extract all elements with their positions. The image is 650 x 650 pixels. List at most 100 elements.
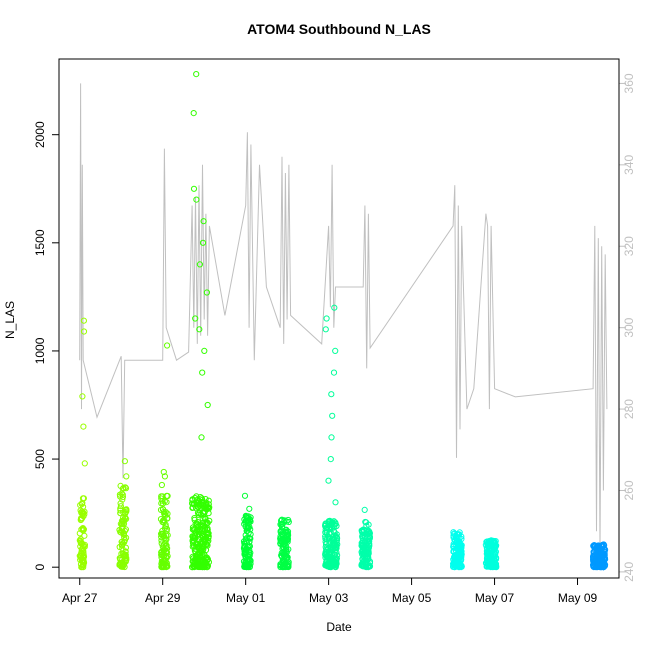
data-point <box>199 239 207 246</box>
data-point <box>245 555 252 563</box>
data-point <box>193 71 200 78</box>
data-point <box>199 515 206 522</box>
data-point <box>189 500 196 507</box>
data-point <box>164 342 171 349</box>
data-point <box>324 554 331 561</box>
data-point <box>77 538 84 545</box>
data-point <box>198 543 205 550</box>
data-point <box>281 517 288 524</box>
secondary-series-line <box>79 83 608 552</box>
y-tick-label: 2000 <box>33 121 47 148</box>
data-point <box>360 558 367 566</box>
data-point <box>595 544 602 551</box>
data-point <box>365 550 372 558</box>
data-point <box>330 369 338 376</box>
y-tick-label: 1000 <box>33 337 47 364</box>
data-point <box>484 549 491 556</box>
data-point <box>203 499 210 506</box>
x-tick-label: Apr 27 <box>62 591 98 605</box>
data-point <box>160 517 167 524</box>
data-point <box>196 326 203 333</box>
data-point <box>158 493 165 500</box>
data-point <box>195 511 202 518</box>
data-point <box>330 528 337 535</box>
data-point <box>283 556 290 563</box>
data-point <box>490 538 497 546</box>
data-point <box>331 541 338 548</box>
data-point <box>598 556 606 563</box>
data-point <box>163 543 170 550</box>
data-point <box>277 538 284 545</box>
data-point <box>329 412 336 419</box>
data-point <box>118 521 126 528</box>
data-point <box>202 536 209 543</box>
data-point <box>325 534 332 541</box>
data-point <box>195 503 202 510</box>
data-point <box>205 559 212 566</box>
data-point <box>359 563 367 570</box>
y2-tick-label: 340 <box>622 155 636 175</box>
data-point <box>451 555 458 562</box>
data-point <box>458 545 465 552</box>
data-point <box>162 512 169 519</box>
data-point <box>243 527 250 535</box>
data-point <box>241 492 249 499</box>
chart-title: ATOM4 Southbound N_LAS <box>247 21 431 37</box>
data-point <box>450 532 457 539</box>
data-point <box>119 524 126 532</box>
data-point <box>189 526 196 533</box>
data-point <box>244 517 251 525</box>
data-point <box>79 558 86 565</box>
data-point <box>193 196 200 203</box>
data-point <box>324 563 331 570</box>
data-point <box>163 527 170 534</box>
data-point <box>80 526 87 533</box>
data-point <box>283 562 291 569</box>
data-point <box>190 185 198 192</box>
data-point <box>332 564 339 571</box>
data-point <box>81 460 88 467</box>
data-point <box>200 218 207 225</box>
data-point <box>121 561 128 568</box>
data-point <box>79 509 86 516</box>
point-cluster <box>189 71 213 571</box>
data-point <box>454 560 461 567</box>
data-point <box>458 543 465 550</box>
data-point <box>198 539 205 546</box>
y2-tick-label: 240 <box>622 562 636 582</box>
data-point <box>198 434 205 441</box>
data-point <box>117 482 124 489</box>
data-point <box>80 495 88 502</box>
y2-tick-label: 260 <box>622 480 636 500</box>
data-point <box>80 564 87 571</box>
data-point <box>323 315 330 322</box>
x-tick-label: May 01 <box>226 591 266 605</box>
data-point <box>204 401 211 409</box>
data-point <box>80 513 87 520</box>
data-point <box>281 541 288 548</box>
data-point <box>242 560 249 567</box>
data-point <box>194 563 201 571</box>
y2-tick-label: 300 <box>622 317 636 337</box>
point-cluster <box>240 492 254 571</box>
x-axis-label: Date <box>326 620 352 634</box>
data-point <box>330 539 337 547</box>
data-point <box>247 535 254 542</box>
data-point <box>241 563 248 571</box>
data-point <box>600 546 607 553</box>
data-point <box>332 499 339 506</box>
data-point <box>160 468 167 476</box>
y-tick-label: 1500 <box>33 229 47 256</box>
data-point <box>80 542 87 549</box>
data-point <box>488 556 495 563</box>
data-point <box>77 552 85 559</box>
data-point <box>203 289 210 296</box>
data-point <box>328 391 335 398</box>
data-point <box>159 559 166 566</box>
data-point <box>158 481 165 489</box>
data-point <box>483 544 491 552</box>
secondary-series <box>79 83 608 552</box>
point-cluster <box>482 537 500 571</box>
data-point <box>322 523 329 530</box>
